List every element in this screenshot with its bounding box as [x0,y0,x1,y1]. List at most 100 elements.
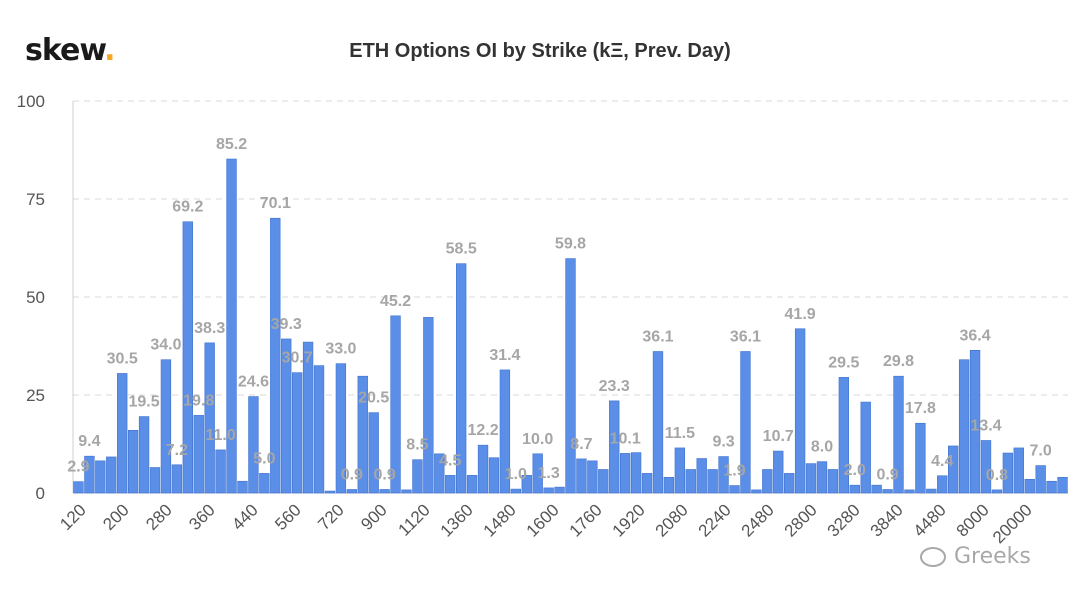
bar [609,400,620,494]
watermark: Greeks [920,544,1031,569]
data-label: 45.2 [380,293,411,310]
bar [969,350,981,494]
data-label: 20.5 [358,390,389,407]
y-tick-label: 50 [26,288,45,307]
skew-logo: skew. [25,33,116,68]
bar [827,469,839,494]
data-label: 12.2 [467,422,498,439]
data-label: 8.7 [570,436,592,453]
bar [455,263,467,494]
bar [620,453,631,494]
data-label: 7.2 [166,442,188,459]
x-tick-label: 560 [271,500,304,533]
bar [84,455,95,494]
bar [302,341,314,494]
bar [718,456,729,494]
data-label: 7.0 [1030,443,1052,460]
bar [958,359,970,494]
data-label: 41.9 [785,306,816,323]
bar [477,444,489,494]
bar [281,338,292,494]
bar [893,375,904,494]
bar [73,481,84,494]
bar [335,363,347,494]
bar [499,369,511,494]
data-label: 58.5 [446,241,477,258]
bar [849,484,860,494]
data-label: 70.1 [260,195,291,212]
data-label: 36.1 [642,328,673,345]
bar [313,365,325,494]
x-tick-label: 120 [56,500,89,533]
data-label: 1.9 [723,463,745,480]
bar [784,473,795,494]
x-tick-label: 2240 [695,500,735,540]
bar [368,412,379,494]
data-label: 29.5 [828,354,859,371]
bar [576,458,587,494]
x-tick-label: 360 [185,500,218,533]
bar [412,459,423,494]
bar [991,489,1003,494]
bar [1024,478,1035,494]
x-tick-label: 900 [357,500,390,533]
bar [805,463,817,494]
bar [324,490,336,494]
y-tick-label: 25 [26,386,45,405]
bar [466,475,478,494]
bar [226,158,237,494]
data-label: 8.5 [406,437,428,454]
bar [171,464,183,494]
bar [663,477,675,494]
bar [357,375,368,494]
bar [237,480,248,494]
watermark-text: Greeks [954,544,1031,569]
data-label: 33.0 [325,341,356,358]
bar [926,488,937,494]
bar [510,488,521,494]
bar [390,315,401,494]
bar [707,469,718,494]
bar [379,489,390,494]
bar [1057,477,1068,494]
data-label: 36.1 [730,328,761,345]
y-tick-label: 0 [36,484,45,503]
data-label: 39.3 [271,316,302,333]
bar [641,473,653,494]
data-label: 29.8 [883,353,914,370]
wechat-icon [920,547,946,567]
bar [127,429,139,494]
x-tick-label: 200 [99,500,132,533]
bar [565,258,576,494]
bar [204,342,215,494]
bar [106,456,117,494]
y-tick-label: 100 [17,92,45,111]
data-label: 0.9 [373,466,395,483]
data-label: 59.8 [555,236,586,253]
x-tick-label: 3280 [824,500,864,540]
x-tick-label: 8000 [953,500,993,540]
bar [751,489,762,494]
data-label: 2.9 [67,459,89,476]
x-tick-label: 1600 [523,500,563,540]
bar [554,486,565,494]
data-label: 11.0 [205,427,235,444]
bar [674,447,686,494]
x-tick-label: 2480 [738,500,778,540]
x-tick-label: 3840 [867,500,907,540]
bar [937,475,948,494]
data-label: 69.2 [172,199,203,216]
bar [630,452,642,494]
data-label: 34.0 [150,337,181,354]
bar [915,422,926,494]
bar [521,475,532,494]
bar [488,457,500,494]
bar [291,372,303,494]
y-tick-label: 75 [26,190,45,209]
bar [696,458,707,494]
data-label: 0.9 [876,466,898,483]
bar [1035,465,1046,494]
bar [193,415,204,494]
bar [117,373,128,494]
bar [948,445,959,494]
